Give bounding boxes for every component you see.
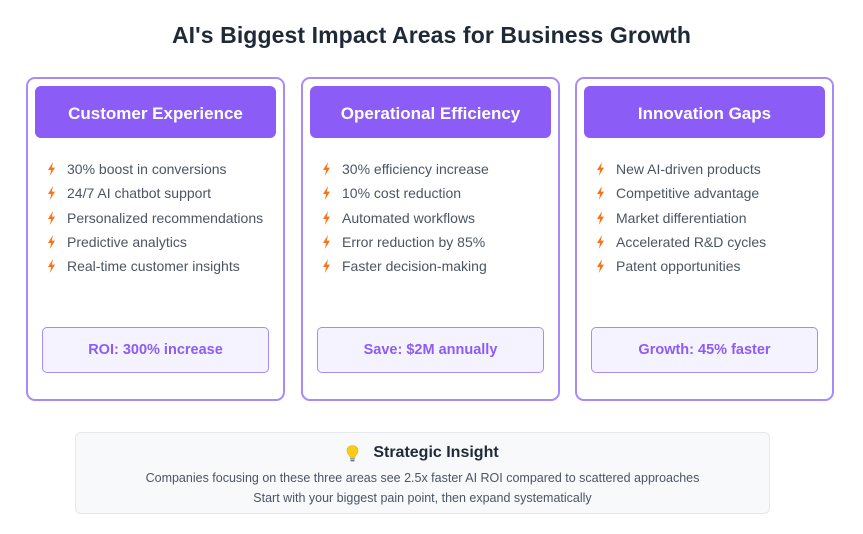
lightning-bolt-icon [48, 210, 55, 225]
lightning-bolt-icon [48, 162, 55, 177]
list-item-text: Predictive analytics [67, 234, 187, 251]
list-item: Patent opportunities [596, 254, 766, 278]
list-item-text: Patent opportunities [616, 258, 741, 275]
list-item-text: 10% cost reduction [342, 185, 462, 202]
list-item: 30% boost in conversions [47, 157, 263, 181]
list-item: Personalized recommendations [47, 206, 263, 230]
metric-badge: Save: $2M annually [317, 327, 544, 373]
list-item: Market differentiation [596, 206, 766, 230]
list-item: Predictive analytics [47, 230, 263, 254]
list-item: Faster decision-making [322, 254, 489, 278]
list-item: 24/7 AI chatbot support [47, 181, 263, 205]
list-item: Automated workflows [322, 206, 489, 230]
lightning-bolt-icon [323, 186, 330, 201]
metric-badge: Growth: 45% faster [591, 327, 818, 373]
insight-heading-row: Strategic Insight [76, 442, 769, 464]
list-item-text: 30% boost in conversions [67, 161, 227, 178]
bullet-list: 30% efficiency increase 10% cost reducti… [322, 157, 489, 278]
list-item: Real-time customer insights [47, 254, 263, 278]
list-item: Error reduction by 85% [322, 230, 489, 254]
strategic-insight-box: Strategic Insight Companies focusing on … [75, 432, 770, 514]
list-item-text: Market differentiation [616, 209, 747, 226]
impact-cards: Customer Experience 30% boost in convers… [26, 77, 836, 401]
list-item-text: Error reduction by 85% [342, 234, 486, 251]
list-item-text: Automated workflows [342, 209, 476, 226]
lightning-bolt-icon [323, 162, 330, 177]
list-item: Competitive advantage [596, 181, 766, 205]
list-item: 30% efficiency increase [322, 157, 489, 181]
insight-text-line: Start with your biggest pain point, then… [253, 491, 592, 505]
list-item-text: 30% efficiency increase [342, 161, 489, 178]
card-heading: Customer Experience [35, 86, 276, 138]
lightning-bolt-icon [323, 210, 330, 225]
card-heading: Operational Efficiency [310, 86, 551, 138]
lightning-bolt-icon [323, 259, 330, 274]
lightning-bolt-icon [597, 186, 604, 201]
card-innovation-gaps: Innovation Gaps New AI-driven products C… [575, 77, 834, 401]
insight-heading: Strategic Insight [373, 444, 499, 461]
list-item-text: 24/7 AI chatbot support [67, 185, 211, 202]
list-item-text: Real-time customer insights [67, 258, 240, 275]
lightning-bolt-icon [597, 235, 604, 250]
lightning-bolt-icon [48, 186, 55, 201]
card-heading: Innovation Gaps [584, 86, 825, 138]
metric-badge: ROI: 300% increase [42, 327, 269, 373]
list-item: New AI-driven products [596, 157, 766, 181]
lightning-bolt-icon [597, 259, 604, 274]
list-item-text: New AI-driven products [616, 161, 761, 178]
card-customer-experience: Customer Experience 30% boost in convers… [26, 77, 285, 401]
list-item: 10% cost reduction [322, 181, 489, 205]
lightning-bolt-icon [323, 235, 330, 250]
bullet-list: 30% boost in conversions 24/7 AI chatbot… [47, 157, 263, 278]
list-item: Accelerated R&D cycles [596, 230, 766, 254]
card-operational-efficiency: Operational Efficiency 30% efficiency in… [301, 77, 560, 401]
lightning-bolt-icon [48, 235, 55, 250]
lightning-bolt-icon [597, 210, 604, 225]
list-item-text: Faster decision-making [342, 258, 487, 275]
list-item-text: Competitive advantage [616, 185, 760, 202]
insight-text-line: Companies focusing on these three areas … [145, 471, 700, 485]
bullet-list: New AI-driven products Competitive advan… [596, 157, 766, 278]
lightning-bolt-icon [597, 162, 604, 177]
list-item-text: Accelerated R&D cycles [616, 234, 767, 251]
lightbulb-icon [347, 444, 359, 461]
page-title: AI's Biggest Impact Areas for Business G… [171, 22, 692, 48]
list-item-text: Personalized recommendations [67, 209, 264, 226]
lightning-bolt-icon [48, 259, 55, 274]
